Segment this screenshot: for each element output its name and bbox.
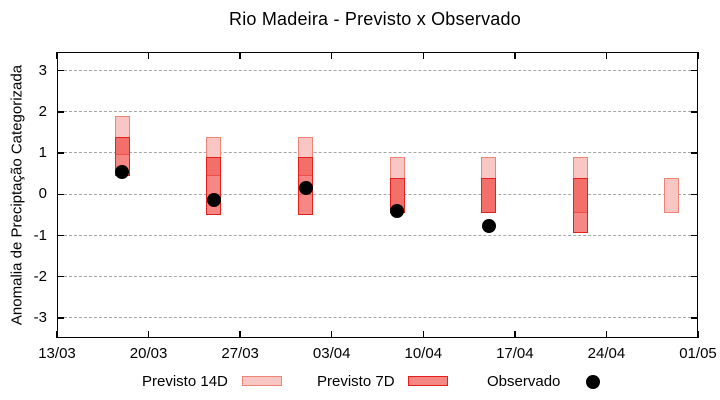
x-tick-bottom [697, 330, 699, 338]
x-tick-top [239, 52, 241, 59]
x-tick-top [56, 52, 58, 59]
x-tick-top [514, 52, 516, 59]
legend-label: Previsto 14D [142, 373, 228, 390]
observado-dot [206, 193, 221, 208]
x-tick-label: 24/04 [587, 344, 626, 362]
x-tick-bottom [239, 330, 241, 338]
gridline [59, 234, 696, 236]
previsto-14d-bar [664, 177, 680, 213]
gridline [59, 317, 696, 319]
previsto-7d-bar [572, 177, 588, 234]
x-tick-top [697, 52, 699, 59]
x-tick-label: 10/04 [404, 344, 443, 362]
y-tick-right [691, 69, 698, 72]
y-tick-label: 2 [38, 102, 47, 120]
x-tick-bottom [514, 330, 516, 338]
x-tick-bottom [330, 330, 333, 338]
gridline [59, 111, 696, 113]
y-tick-right [691, 234, 698, 237]
x-tick-label: 17/04 [496, 344, 534, 362]
x-tick-bottom [605, 330, 608, 338]
gridline [59, 193, 696, 195]
y-tick-left [57, 317, 64, 319]
x-tick-label: 20/03 [129, 344, 168, 362]
y-tick-left [57, 234, 64, 237]
legend-previsto-7d-swatch [408, 376, 448, 386]
y-tick-left [57, 69, 64, 72]
y-tick-left [57, 275, 64, 278]
y-tick-label: 3 [38, 61, 47, 79]
x-tick-label: 13/03 [38, 344, 76, 362]
y-tick-label: -1 [33, 226, 47, 244]
y-tick-right [691, 152, 698, 154]
observado-dot [390, 203, 405, 218]
x-tick-bottom [56, 330, 58, 338]
y-tick-right [691, 317, 698, 319]
plot-border [57, 52, 698, 338]
x-tick-label: 03/04 [312, 344, 351, 362]
gridline [59, 152, 696, 154]
x-tick-top [330, 52, 333, 59]
legend-label: Previsto 7D [317, 373, 395, 390]
gridline [59, 275, 696, 277]
y-tick-left [57, 152, 64, 154]
gridline [59, 69, 696, 71]
y-tick-right [691, 111, 698, 113]
previsto-7d-bar [481, 177, 497, 213]
chart-title: Rio Madeira - Previsto x Observado [229, 9, 521, 29]
y-tick-label: -2 [33, 267, 47, 285]
x-tick-top [147, 52, 150, 59]
observado-dot [298, 181, 313, 196]
legend-observado-dot [586, 375, 600, 389]
observado-dot [481, 219, 496, 234]
x-tick-label: 27/03 [221, 344, 259, 362]
y-tick-right [691, 193, 698, 196]
x-tick-top [605, 52, 608, 59]
legend-previsto-14d-swatch [242, 376, 282, 386]
y-tick-label: 1 [38, 144, 47, 162]
x-tick-top [422, 52, 425, 59]
x-tick-bottom [147, 330, 150, 338]
y-tick-left [57, 111, 64, 113]
observado-dot [115, 164, 130, 179]
x-tick-bottom [422, 330, 425, 338]
y-tick-label: -3 [33, 308, 47, 326]
y-tick-right [691, 275, 698, 278]
y-tick-label: 0 [38, 185, 47, 203]
y-tick-left [57, 193, 64, 196]
legend-label: Observado [487, 373, 561, 390]
x-tick-label: 01/05 [679, 344, 717, 362]
